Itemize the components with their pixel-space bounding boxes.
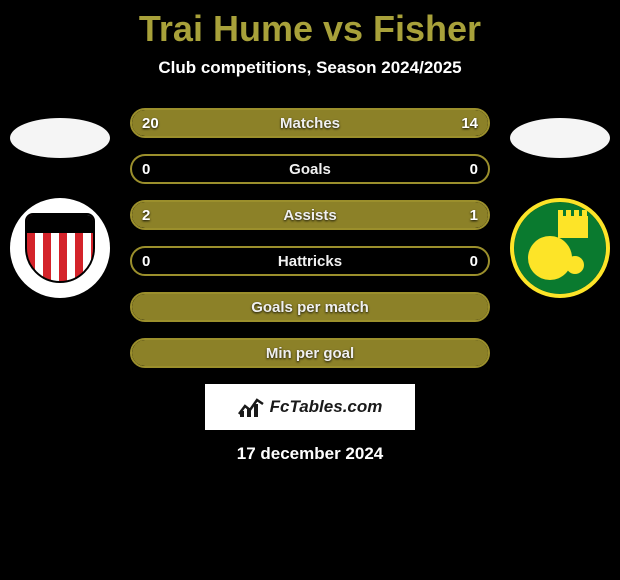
stat-value-right: 1 <box>470 207 478 224</box>
stat-value-left: 0 <box>142 161 150 178</box>
stat-value-right: 14 <box>461 115 478 132</box>
date: 17 december 2024 <box>0 444 620 464</box>
page-title: Trai Hume vs Fisher <box>0 0 620 50</box>
stat-value-right: 0 <box>470 161 478 178</box>
ball-icon <box>566 256 584 274</box>
player-left <box>10 118 110 298</box>
chart-icon <box>238 396 264 418</box>
shield-icon <box>25 213 95 283</box>
stat-label: Matches <box>280 115 340 132</box>
stat-row: 2 1 Assists <box>130 200 490 230</box>
stat-label: Hattricks <box>278 253 342 270</box>
stat-value-left: 2 <box>142 207 150 224</box>
club-crest-right <box>510 198 610 298</box>
stat-label: Goals <box>289 161 331 178</box>
stat-label: Min per goal <box>266 345 354 362</box>
stat-value-right: 0 <box>470 253 478 270</box>
canary-icon <box>528 236 572 280</box>
club-crest-left <box>10 198 110 298</box>
stat-label: Goals per match <box>251 299 369 316</box>
subtitle: Club competitions, Season 2024/2025 <box>0 58 620 78</box>
brand-text: FcTables.com <box>270 397 383 417</box>
stat-row: Goals per match <box>130 292 490 322</box>
player-right-avatar <box>510 118 610 158</box>
stat-value-left: 20 <box>142 115 159 132</box>
stat-row: Min per goal <box>130 338 490 368</box>
stat-row: 0 0 Hattricks <box>130 246 490 276</box>
stats-container: 20 14 Matches 0 0 Goals 2 1 Assists 0 0 Hattricks Go… <box>130 108 490 368</box>
stat-label: Assists <box>283 207 336 224</box>
castle-icon <box>558 216 588 238</box>
player-right <box>510 118 610 298</box>
stat-row: 0 0 Goals <box>130 154 490 184</box>
player-left-avatar <box>10 118 110 158</box>
stat-row: 20 14 Matches <box>130 108 490 138</box>
brand-badge[interactable]: FcTables.com <box>205 384 415 430</box>
stat-value-left: 0 <box>142 253 150 270</box>
